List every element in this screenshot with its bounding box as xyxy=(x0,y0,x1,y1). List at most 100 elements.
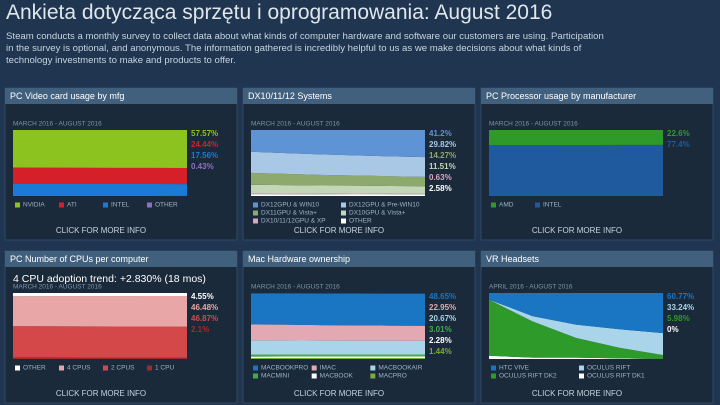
legend-label: OTHER xyxy=(155,202,178,209)
legend-label: MACBOOKAIR xyxy=(378,365,422,372)
area xyxy=(251,184,425,194)
more-info-link[interactable]: CLICK FOR MORE INFO xyxy=(532,226,622,235)
area xyxy=(489,299,663,356)
area xyxy=(489,355,663,359)
area xyxy=(489,293,663,334)
more-info-link[interactable]: CLICK FOR MORE INFO xyxy=(532,389,622,398)
period-label: APRIL 2016 - AUGUST 2016 xyxy=(489,284,573,291)
legend-label: DX12GPU & WIN10 xyxy=(261,202,320,209)
legend-swatch xyxy=(59,202,64,208)
legend-swatch xyxy=(341,218,346,224)
legend-swatch xyxy=(147,202,152,208)
area xyxy=(251,193,425,195)
legend-label: OTHER xyxy=(349,218,372,225)
legend-swatch xyxy=(253,373,258,379)
panel-header xyxy=(481,251,713,267)
legend-swatch xyxy=(59,365,64,371)
value-label: 0.63% xyxy=(429,173,452,182)
value-label: 33.24% xyxy=(667,303,694,312)
panel-subtitle: 4 CPU adoption trend: +2.830% (18 mos) xyxy=(13,273,206,285)
panel-header xyxy=(481,88,713,104)
area xyxy=(251,324,425,341)
legend-label: MACMINI xyxy=(261,373,289,380)
legend-swatch xyxy=(253,210,258,216)
legend-swatch xyxy=(253,365,258,371)
area xyxy=(251,354,425,357)
more-info-link[interactable]: CLICK FOR MORE INFO xyxy=(294,389,384,398)
period-label: MARCH 2016 - AUGUST 2016 xyxy=(13,121,102,128)
legend-label: HTC VIVE xyxy=(499,365,530,372)
legend-swatch xyxy=(491,202,496,208)
value-label: 22.95% xyxy=(429,303,456,312)
legend-label: DX11GPU & Vista+ xyxy=(261,210,317,217)
more-info-link[interactable]: CLICK FOR MORE INFO xyxy=(294,226,384,235)
area xyxy=(251,194,425,196)
period-label: MARCH 2016 - AUGUST 2016 xyxy=(489,121,578,128)
value-label: 29.82% xyxy=(429,140,456,149)
legend-label: OCULUS RIFT DK2 xyxy=(499,373,557,380)
area xyxy=(251,356,425,359)
value-label: 22.6% xyxy=(667,129,690,138)
more-info-link[interactable]: CLICK FOR MORE INFO xyxy=(56,389,146,398)
legend-swatch xyxy=(253,218,258,224)
legend-label: NVIDIA xyxy=(23,202,45,209)
area xyxy=(13,130,187,168)
legend-label: 1 CPU xyxy=(155,365,174,372)
value-label: 20.67% xyxy=(429,314,456,323)
area xyxy=(13,357,187,359)
more-info-link[interactable]: CLICK FOR MORE INFO xyxy=(56,226,146,235)
legend-swatch xyxy=(579,365,584,371)
legend-swatch xyxy=(147,365,152,371)
area xyxy=(13,183,187,196)
page-description: Steam conducts a monthly survey to colle… xyxy=(6,31,604,66)
value-label: 14.27% xyxy=(429,151,456,160)
legend-swatch xyxy=(370,373,376,379)
page-title: Ankieta dotycząca sprzętu i oprogramowan… xyxy=(6,1,553,24)
area xyxy=(251,357,425,359)
panel-header xyxy=(5,251,237,267)
value-label: 17.56% xyxy=(191,151,218,160)
period-label: MARCH 2016 - AUGUST 2016 xyxy=(13,284,102,291)
area xyxy=(251,340,425,355)
legend-label: DX10GPU & Vista+ xyxy=(349,210,406,217)
legend-label: MACBOOKPRO xyxy=(261,365,308,372)
period-label: MARCH 2016 - AUGUST 2016 xyxy=(251,284,340,291)
area xyxy=(489,144,663,196)
panel-title: Mac Hardware ownership xyxy=(248,254,350,264)
legend-swatch xyxy=(341,210,346,216)
value-label: 41.2% xyxy=(429,129,452,138)
panel-title: PC Processor usage by manufacturer xyxy=(486,91,636,101)
legend-swatch xyxy=(579,373,584,379)
period-label: MARCH 2016 - AUGUST 2016 xyxy=(251,121,340,128)
legend-swatch xyxy=(15,365,20,371)
value-label: 46.48% xyxy=(191,303,218,312)
value-label: 57.57% xyxy=(191,129,218,138)
legend-swatch xyxy=(311,365,317,371)
area xyxy=(251,172,425,187)
value-label: 5.98% xyxy=(667,314,690,323)
value-label: 24.44% xyxy=(191,140,218,149)
legend-label: ATI xyxy=(67,202,77,209)
legend-swatch xyxy=(491,365,496,371)
legend-label: OCULUS RIFT xyxy=(587,365,630,372)
area xyxy=(251,151,425,177)
value-label: 2.28% xyxy=(429,336,452,345)
legend-label: DX10/11/12GPU & XP xyxy=(261,218,326,225)
legend-swatch xyxy=(103,202,108,208)
area xyxy=(489,130,663,146)
value-label: 0.43% xyxy=(191,162,214,171)
area xyxy=(13,293,187,297)
legend-label: IMAC xyxy=(320,365,337,372)
area xyxy=(489,299,663,359)
value-label: 4.55% xyxy=(191,292,214,301)
value-label: 48.65% xyxy=(429,292,456,301)
panel-header xyxy=(243,251,475,267)
area xyxy=(13,296,187,327)
value-label: 11.51% xyxy=(429,162,456,171)
legend-label: MACPRO xyxy=(378,373,407,380)
legend-label: MACBOOK xyxy=(320,373,354,380)
value-label: 2.1% xyxy=(191,325,209,334)
value-label: 60.77% xyxy=(667,292,694,301)
